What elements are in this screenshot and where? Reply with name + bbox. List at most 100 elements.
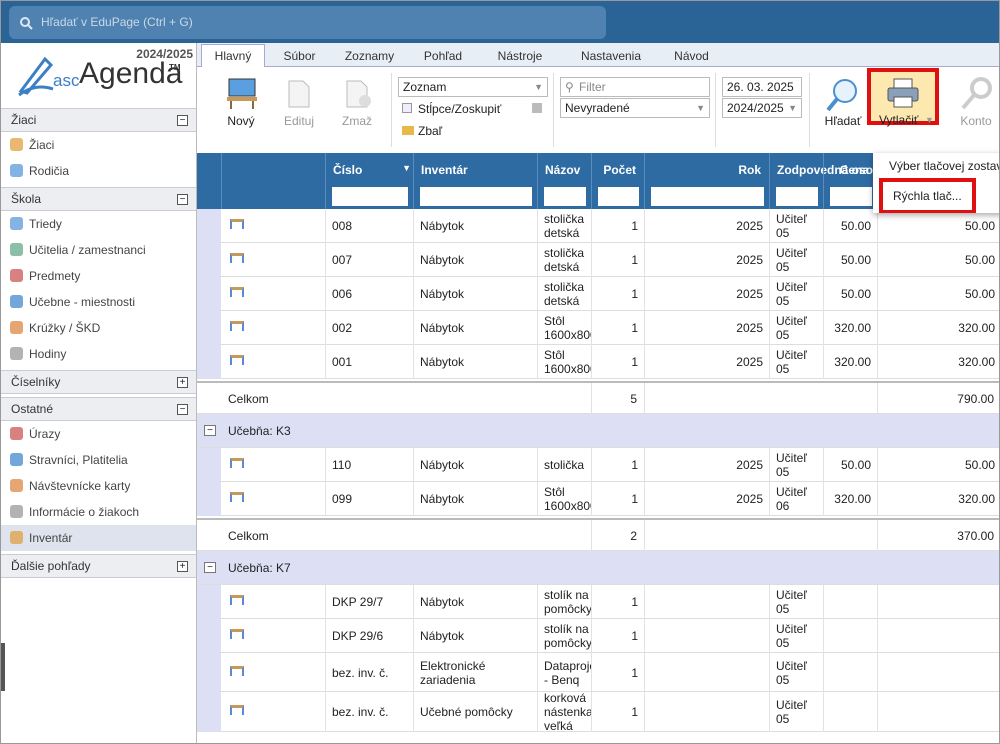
- list-dropdown[interactable]: Zoznam ▼: [398, 77, 548, 97]
- filter-input[interactable]: Filter ⚲: [560, 77, 710, 97]
- nav-label: Učitelia / zamestnanci: [29, 243, 146, 257]
- column-title[interactable]: Inventár: [421, 163, 468, 177]
- collapse-toggle[interactable]: −: [177, 194, 188, 205]
- collapse-toggle[interactable]: −: [177, 115, 188, 126]
- column-title[interactable]: Číslo: [333, 163, 363, 177]
- nav-item[interactable]: Krúžky / ŠKD: [1, 315, 196, 341]
- section-title: Škola: [11, 192, 42, 206]
- column-title[interactable]: Počet: [603, 163, 636, 177]
- column-title[interactable]: Cena: [839, 163, 869, 177]
- total-label: Celkom: [228, 529, 269, 543]
- nav-icon: [10, 164, 23, 177]
- column-filter[interactable]: [651, 187, 764, 206]
- cell-text: 007: [332, 253, 353, 267]
- nav-item[interactable]: Rodičia: [1, 158, 196, 184]
- nav-item[interactable]: Žiaci: [1, 132, 196, 158]
- table-cell: Učiteľ 05: [769, 345, 823, 379]
- nav-icon: [10, 347, 23, 360]
- column-filter[interactable]: [544, 187, 586, 206]
- delete-button[interactable]: Zmaž: [342, 114, 372, 128]
- table-cell: DKP 29/6: [325, 619, 413, 653]
- collapse-icon: [402, 126, 414, 135]
- nav-item[interactable]: Triedy: [1, 211, 196, 237]
- section-header[interactable]: Žiaci −: [1, 108, 196, 132]
- section-header[interactable]: Ďalšie pohľady +: [1, 554, 196, 578]
- separator: [715, 73, 716, 147]
- menu-item[interactable]: Výber tlačovej zostavy: [889, 159, 1000, 173]
- cell-text: 320.00: [834, 492, 871, 506]
- group-toggle[interactable]: −: [204, 562, 216, 573]
- section-header[interactable]: Škola −: [1, 187, 196, 211]
- table-cell: 1: [591, 345, 644, 379]
- nav-item[interactable]: Inventár: [1, 525, 196, 551]
- discarded-dropdown[interactable]: Nevyradené ▼: [560, 98, 710, 118]
- column-filter[interactable]: [420, 187, 532, 206]
- row-gutter: [197, 345, 221, 379]
- nav-item[interactable]: Úrazy: [1, 421, 196, 447]
- cell-text: Nábytok: [420, 595, 465, 609]
- search-box[interactable]: Hľadať v EduPage (Ctrl + G): [9, 6, 606, 39]
- resize-handle: [1, 643, 5, 691]
- find-button[interactable]: Hľadať: [824, 114, 862, 128]
- group-title: Učebňa: K7: [228, 561, 291, 575]
- nav-item[interactable]: Učebne - miestnosti: [1, 289, 196, 315]
- nav-item[interactable]: Učitelia / zamestnanci: [1, 237, 196, 263]
- section-header[interactable]: Číselníky +: [1, 370, 196, 394]
- edit-icon: [288, 80, 310, 108]
- collapse-button[interactable]: Zbaľ: [418, 124, 443, 138]
- group-toggle[interactable]: −: [204, 425, 216, 436]
- tab[interactable]: Súbor: [283, 49, 316, 63]
- logo: Agenda: [79, 57, 183, 90]
- nav-item[interactable]: Návštevnícke karty: [1, 473, 196, 499]
- logo-tm: TM: [169, 63, 181, 72]
- tab[interactable]: Hlavný: [201, 44, 265, 67]
- sidebar: 2024/2025 asc Agenda TM Žiaci − Žiaci Rodič…: [1, 43, 197, 743]
- nav-item[interactable]: Hodiny: [1, 341, 196, 367]
- table-cell: [644, 653, 769, 692]
- account-button[interactable]: Konto: [960, 114, 992, 128]
- column-filter[interactable]: [776, 187, 818, 206]
- tab[interactable]: Pohľad: [423, 49, 463, 63]
- collapse-toggle[interactable]: −: [177, 404, 188, 415]
- column-title[interactable]: Názov: [545, 163, 581, 177]
- cell-text: 002: [332, 321, 353, 335]
- table-cell: stolík na pomôcky: [537, 619, 591, 653]
- table-cell: 50.00: [823, 448, 877, 482]
- date-input[interactable]: 26. 03. 2025: [722, 77, 802, 97]
- list-value: Zoznam: [403, 80, 447, 94]
- columns-button[interactable]: Stĺpce/Zoskupiť: [418, 102, 502, 116]
- table-cell: stolička detská: [537, 277, 591, 311]
- expand-toggle[interactable]: +: [177, 377, 188, 388]
- column-filter[interactable]: [332, 187, 408, 206]
- table-cell: 50.00: [877, 448, 999, 482]
- tab[interactable]: Nástroje: [497, 49, 543, 63]
- tab[interactable]: Zoznamy: [344, 49, 395, 63]
- cell-text: Učiteľ 05: [776, 658, 807, 687]
- year-dropdown[interactable]: 2024/2025 ▼: [722, 98, 802, 118]
- section-header[interactable]: Ostatné −: [1, 397, 196, 421]
- print-button[interactable]: Vytlačiť ▼: [867, 68, 939, 127]
- table-cell: DKP 29/7: [325, 585, 413, 619]
- tab[interactable]: Nastavenia: [580, 49, 642, 63]
- new-button[interactable]: Nový: [227, 114, 255, 128]
- nav-item[interactable]: Predmety: [1, 263, 196, 289]
- cell-text: 50.00: [840, 458, 871, 472]
- column-title[interactable]: Rok: [738, 163, 761, 177]
- tab[interactable]: Návod: [674, 49, 709, 63]
- row-gutter: [197, 619, 221, 653]
- cell-text: Učiteľ 05: [776, 246, 807, 274]
- nav-item[interactable]: Stravníci, Platitelia: [1, 447, 196, 473]
- column-title[interactable]: Zodpovedná osoba: [777, 163, 888, 177]
- nav-item[interactable]: Informácie o žiakoch: [1, 499, 196, 525]
- cell-text: Stôl 1600x800x700: [544, 485, 591, 513]
- table-cell: korková nástenka veľká: [537, 692, 591, 732]
- expand-toggle[interactable]: +: [177, 561, 188, 572]
- column-filter[interactable]: [598, 187, 639, 206]
- table-cell: Učiteľ 06: [769, 482, 823, 516]
- separator: [809, 73, 810, 147]
- column-filter[interactable]: [830, 187, 872, 206]
- cell-text: 2025: [736, 287, 763, 301]
- menu-item[interactable]: Rýchla tlač...: [879, 178, 976, 213]
- logo-icon: [18, 56, 54, 97]
- edit-button[interactable]: Edituj: [283, 114, 315, 128]
